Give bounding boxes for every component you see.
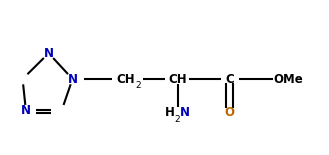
Text: OMe: OMe (274, 73, 303, 86)
Text: CH: CH (116, 73, 135, 86)
Text: H: H (164, 106, 174, 119)
Text: 2: 2 (174, 115, 180, 124)
Text: N: N (67, 73, 78, 86)
Text: CH: CH (168, 73, 187, 86)
Text: C: C (225, 73, 234, 86)
Text: 2: 2 (135, 81, 140, 90)
Text: O: O (225, 106, 235, 119)
Text: N: N (21, 104, 31, 117)
Text: N: N (44, 47, 54, 60)
Text: N: N (180, 106, 190, 119)
